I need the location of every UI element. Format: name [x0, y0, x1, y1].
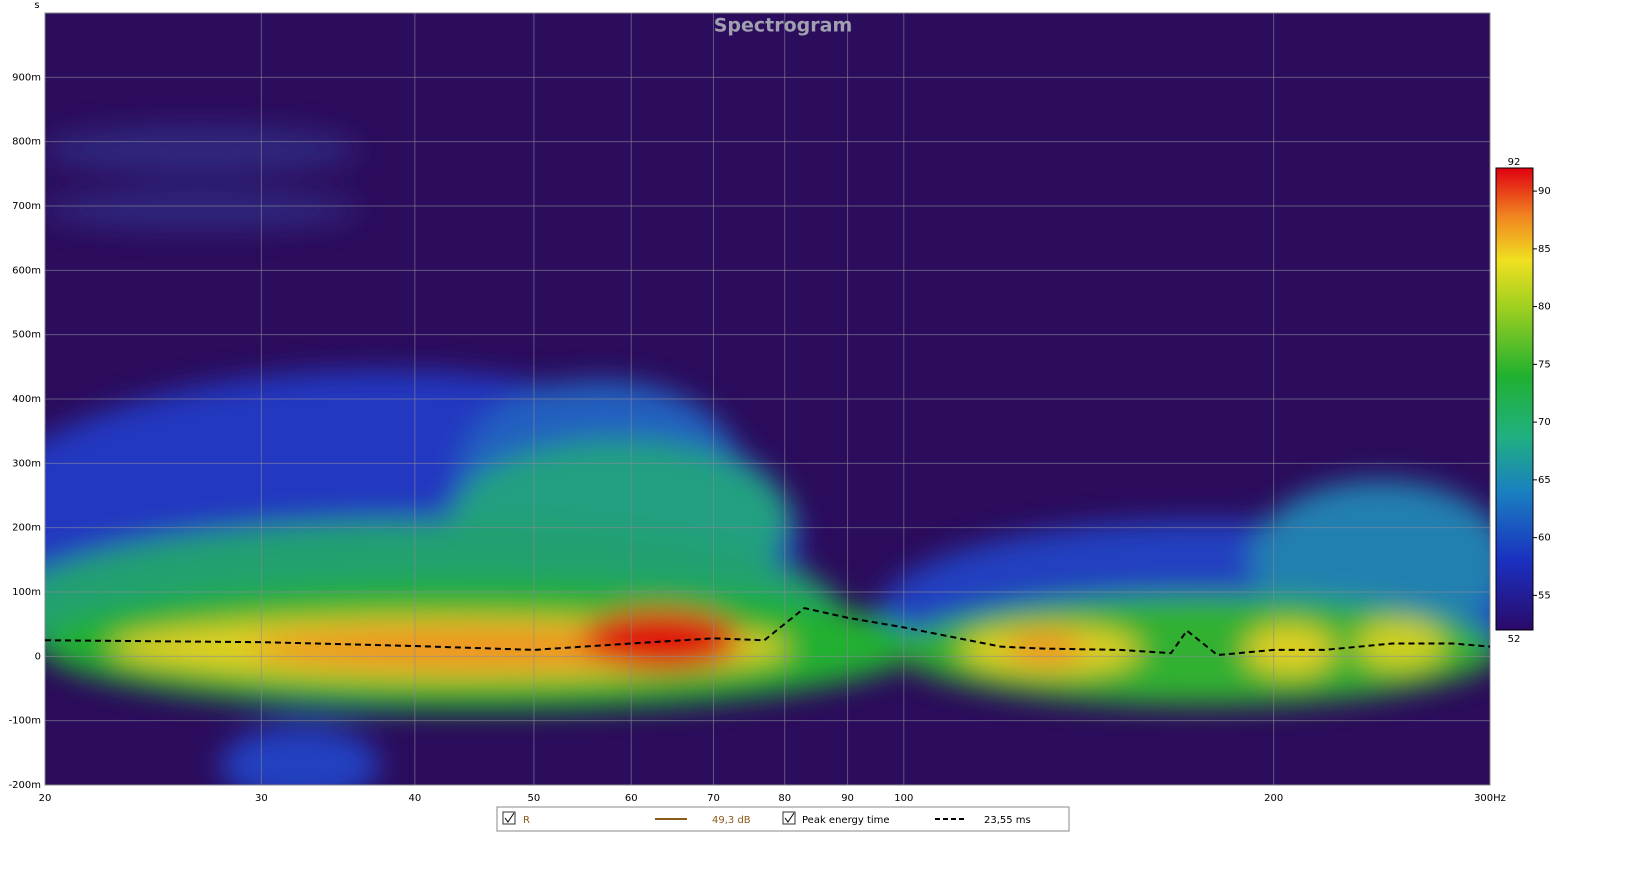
x-tick-label: 300Hz: [1474, 793, 1506, 804]
x-tick-label: 30: [255, 793, 268, 804]
legend-label: R: [523, 815, 530, 826]
colorbar-max: 92: [1508, 157, 1521, 168]
x-tick-label: 40: [408, 793, 421, 804]
x-tick-label: 50: [528, 793, 541, 804]
check: [784, 812, 795, 823]
y-tick-label: 600m: [12, 265, 41, 276]
colorbar-tick-label: 80: [1538, 302, 1551, 313]
x-tick-label: 200: [1264, 793, 1283, 804]
colorbar-tick-label: 65: [1538, 475, 1551, 486]
legend-value: 49,3 dB: [712, 815, 751, 826]
y-tick-label: 300m: [12, 458, 41, 469]
peak-energy-line: [44, 607, 1491, 657]
y-tick-label: 100m: [12, 587, 41, 598]
x-tick-label: 20: [39, 793, 52, 804]
chart-title: Spectrogram: [714, 15, 853, 37]
y-tick-label: -200m: [9, 780, 41, 791]
legend-label: Peak energy time: [802, 815, 890, 826]
y-tick-label: 700m: [12, 201, 41, 212]
x-tick-label: 80: [778, 793, 791, 804]
check: [504, 812, 515, 823]
y-tick-label: 0: [35, 651, 41, 662]
y-tick-label: 400m: [12, 394, 41, 405]
colorbar: [1495, 167, 1534, 631]
x-tick-label: 70: [707, 793, 720, 804]
colorbar-min: 52: [1508, 634, 1521, 645]
legend-value: 23,55 ms: [984, 815, 1031, 826]
colorbar-tick-label: 70: [1538, 417, 1551, 428]
colorbar-tick-label: 90: [1538, 186, 1551, 197]
colorbar-tick-label: 75: [1538, 359, 1551, 370]
colorbar-tick-label: 60: [1538, 533, 1551, 544]
x-tick-label: 90: [841, 793, 854, 804]
x-tick-label: 60: [625, 793, 638, 804]
y-tick-label: 200m: [12, 523, 41, 534]
y-tick-label: 500m: [12, 330, 41, 341]
heatmap: [45, 125, 1490, 785]
plot-frame: [44, 12, 1491, 786]
y-tick-label: 900m: [12, 72, 41, 83]
checkbox[interactable]: [782, 811, 796, 825]
x-tick-label: 100: [894, 793, 913, 804]
colorbar-tick-label: 55: [1538, 590, 1551, 601]
y-axis-label: s: [34, 0, 39, 11]
y-tick-label: -100m: [9, 716, 41, 727]
checkbox[interactable]: [502, 811, 516, 825]
colorbar-tick-label: 85: [1538, 244, 1551, 255]
y-tick-label: 800m: [12, 137, 41, 148]
